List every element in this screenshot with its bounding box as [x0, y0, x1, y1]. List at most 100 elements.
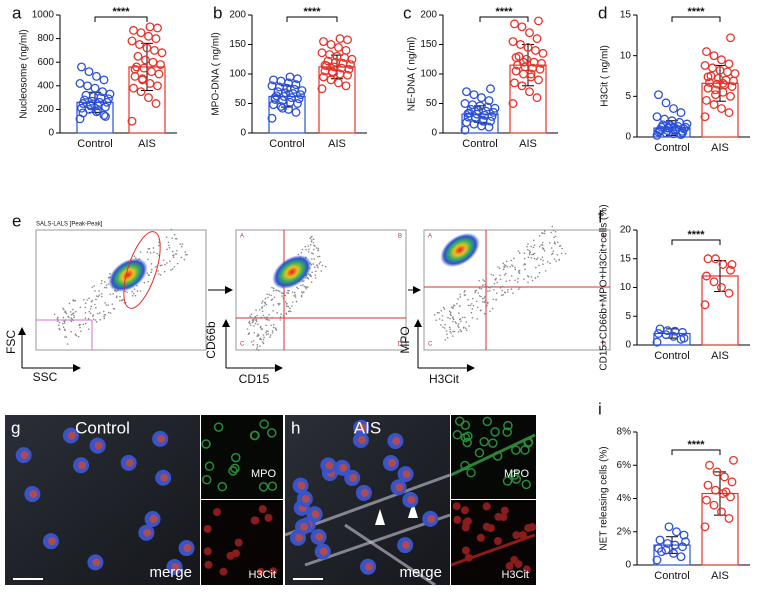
x-tick-label: AIS: [711, 142, 729, 154]
flow-event: [471, 308, 474, 310]
flow-event: [551, 253, 553, 256]
flow-event: [561, 247, 564, 250]
flow-event: [480, 288, 483, 290]
data-point: [726, 492, 735, 502]
flow-event: [305, 286, 308, 289]
flow-event: [478, 279, 480, 282]
flow-event: [159, 264, 162, 267]
data-point: [664, 522, 674, 532]
flow-event: [72, 312, 75, 314]
data-point: [721, 487, 731, 497]
cell: [269, 567, 278, 576]
flow-event: [452, 318, 455, 321]
y-axis-label: MPO-DNA ( ng/ml): [211, 32, 222, 115]
data-point: [129, 83, 138, 93]
flow-event: [272, 326, 275, 329]
data-point: [705, 460, 714, 470]
y-tick-label: 4%: [617, 493, 632, 504]
cell-core: [301, 494, 310, 503]
cell: [474, 448, 485, 458]
flow-event: [452, 307, 454, 310]
flow-event: [459, 329, 462, 331]
flow-event: [483, 297, 485, 299]
flow-event: [543, 232, 546, 235]
data-point: [93, 106, 103, 116]
flow-event: [150, 268, 153, 271]
flow-labels: FSC SSC CD66b CD15 MPO H3Cit A B C D A B C D: [4, 234, 606, 387]
flow-event: [266, 318, 269, 321]
flow-event: [173, 233, 176, 236]
flow-event: [493, 288, 495, 291]
data-point: [718, 260, 728, 269]
flow-event: [167, 244, 170, 247]
flow-event: [500, 294, 503, 297]
flow-event: [271, 286, 273, 289]
flow-event: [318, 255, 321, 258]
flow-event: [490, 273, 492, 276]
data-point: [700, 60, 710, 70]
flow-event: [278, 290, 281, 293]
flow-event: [100, 282, 103, 285]
flow-event: [461, 316, 464, 319]
cell: [523, 437, 534, 447]
cell: [460, 506, 469, 515]
cell: [503, 420, 513, 431]
flow-event: [176, 249, 178, 252]
flow-event: [484, 283, 487, 286]
flow-event: [264, 297, 267, 300]
cell: [510, 556, 519, 565]
y-tick-label: 50: [426, 98, 438, 109]
flow-event: [279, 302, 281, 305]
cell-core: [183, 544, 192, 553]
flow-event: [534, 266, 537, 269]
flow-event: [261, 302, 263, 304]
flow-event: [554, 235, 557, 238]
flow-event: [271, 316, 273, 319]
flow-event: [506, 291, 509, 293]
y-tick-label: 15: [620, 253, 632, 264]
data-point: [77, 103, 86, 113]
flow-event: [516, 281, 519, 283]
data-point: [335, 34, 345, 44]
flow-event: [503, 291, 506, 294]
data-point: [84, 67, 94, 77]
cell-core: [47, 537, 56, 546]
flow-event: [89, 312, 92, 314]
data-point: [462, 87, 471, 97]
cell: [482, 416, 492, 427]
cell: [512, 531, 521, 540]
data-point: [77, 62, 86, 72]
significance-bracket: [671, 449, 721, 455]
cell: [226, 551, 235, 560]
flow-event: [546, 261, 549, 263]
significance-bracket: [479, 16, 529, 22]
flow-event: [289, 307, 291, 310]
flow-event: [324, 265, 327, 268]
data-point: [334, 78, 343, 88]
flow-event: [115, 296, 118, 299]
cell-core: [407, 495, 416, 504]
flow-event: [506, 266, 509, 268]
data-point: [129, 25, 138, 35]
micrographs: g Control merge MPO H3Cit h AIS merge MPO H3Cit: [5, 415, 537, 587]
flow-event: [262, 314, 265, 317]
y-axis-label: NET releasing cells (%): [599, 446, 610, 550]
flow-event: [175, 253, 177, 255]
flow-event: [170, 269, 172, 271]
cell: [256, 567, 265, 576]
data-point: [676, 552, 686, 562]
flow-event: [455, 322, 458, 325]
flow-event: [459, 318, 462, 320]
flow-event: [555, 260, 557, 263]
cell: [454, 416, 465, 426]
panel-letter: h: [291, 418, 300, 437]
flow-event: [304, 245, 307, 248]
flow-event: [449, 313, 452, 315]
significance-bracket: [671, 16, 721, 22]
data-point: [703, 254, 713, 264]
flow-event: [312, 253, 315, 255]
flow-event: [63, 322, 66, 324]
flow-event: [309, 237, 312, 240]
flow-event: [314, 266, 316, 268]
net-fiber: [344, 523, 436, 587]
